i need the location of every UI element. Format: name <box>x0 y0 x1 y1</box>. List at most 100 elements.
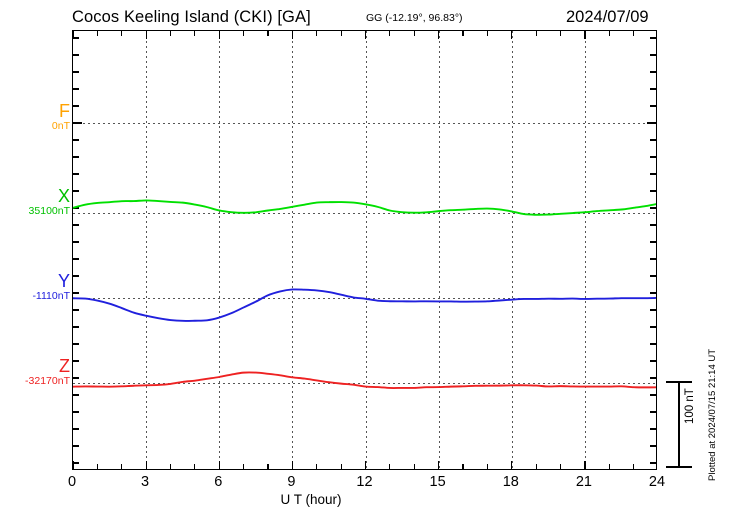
series-glyph-Z: Z <box>59 356 70 376</box>
xaxis-tick <box>96 31 98 36</box>
yaxis-tick <box>650 71 656 73</box>
xaxis-tick <box>145 31 147 39</box>
xaxis-tick <box>121 464 123 469</box>
vertical-gridline <box>292 31 294 469</box>
vertical-gridline <box>365 31 367 469</box>
yaxis-tick <box>73 462 79 464</box>
page-title: Cocos Keeling Island (CKI) [GA] <box>72 8 311 26</box>
xaxis-tick <box>267 464 269 469</box>
series-label-X: X 35100nT <box>28 187 70 217</box>
yaxis-tick <box>73 224 79 226</box>
yaxis-tick <box>647 122 656 124</box>
series-baseline-F: 0nT <box>51 120 70 132</box>
xaxis-tick-label: 15 <box>429 474 446 490</box>
xaxis-tick <box>364 461 367 469</box>
yaxis-tick <box>650 275 656 277</box>
yaxis-tick <box>73 139 79 141</box>
xaxis-tick <box>243 464 245 469</box>
trace-path-Z <box>73 371 656 389</box>
xaxis-tick <box>486 464 488 469</box>
yaxis-tick <box>73 309 79 311</box>
yaxis-tick <box>650 445 656 447</box>
trace-path-Y <box>73 288 656 322</box>
xaxis-tick <box>511 31 513 39</box>
vertical-gridline <box>511 31 513 469</box>
xaxis-tick <box>462 31 464 36</box>
xaxis-tick <box>389 464 391 469</box>
xaxis-tick <box>267 31 269 36</box>
observation-date: 2024/07/09 <box>566 8 649 26</box>
xaxis-tick-label: 24 <box>648 474 666 490</box>
yaxis-tick <box>650 190 656 192</box>
yaxis-tick <box>73 207 79 209</box>
xaxis-tick <box>73 31 74 39</box>
xaxis-tick <box>559 464 562 469</box>
xaxis-tick <box>438 461 440 469</box>
xaxis-tick <box>535 464 537 469</box>
xaxis-tick <box>340 31 342 36</box>
baseline-gridline-Z <box>73 383 656 384</box>
xaxis-tick-label: 9 <box>287 474 296 490</box>
yaxis-tick <box>650 377 656 379</box>
plotted-at-timestamp: Plotted at 2024/07/15 21:14 UT <box>707 348 718 481</box>
geographic-coordinates: GG (-12.19°, 96.83°) <box>366 12 463 24</box>
yaxis-tick <box>73 173 79 175</box>
series-glyph-F: F <box>59 101 70 121</box>
xaxis-tick <box>291 461 294 469</box>
yaxis-tick <box>650 428 656 430</box>
xaxis-tick <box>194 464 196 469</box>
yaxis-tick <box>73 360 79 362</box>
trace-Z <box>73 371 656 389</box>
baseline-gridline-F <box>73 123 656 124</box>
yaxis-tick <box>650 156 656 158</box>
xaxis-tick <box>633 464 635 469</box>
yaxis-tick <box>73 54 79 56</box>
yaxis-tick <box>73 258 79 260</box>
xaxis-tick <box>194 31 196 36</box>
yaxis-tick <box>650 224 656 226</box>
yaxis-tick <box>73 190 79 192</box>
xaxis-tick <box>413 464 415 469</box>
xaxis-tick-label: 6 <box>214 474 223 490</box>
yaxis-tick <box>650 54 656 56</box>
series-label-Z: Z -32170nT <box>25 356 70 387</box>
scale-bar-bottom-cap <box>666 466 692 468</box>
yaxis-tick <box>650 462 656 464</box>
yaxis-tick <box>650 343 656 345</box>
yaxis-tick <box>73 326 79 328</box>
yaxis-tick <box>73 105 79 107</box>
xaxis-tick-label: 0 <box>67 474 77 490</box>
xaxis-tick <box>340 464 342 469</box>
yaxis-tick <box>73 394 79 396</box>
series-baseline-X: 35100nT <box>28 205 70 217</box>
yaxis-tick <box>650 326 656 328</box>
yaxis-tick <box>73 343 79 345</box>
xaxis-tick <box>462 464 464 469</box>
yaxis-tick <box>73 428 79 430</box>
yaxis-tick <box>73 241 79 243</box>
yaxis-tick <box>73 411 79 413</box>
xaxis-tick <box>316 464 318 469</box>
xaxis-title: U T (hour) <box>280 492 342 507</box>
series-glyph-Y: Y <box>57 271 70 291</box>
xaxis-tick <box>291 31 294 39</box>
xaxis-tick-label: 3 <box>141 474 150 490</box>
yaxis-tick <box>73 71 79 73</box>
series-label-Y: Y -1110nT <box>32 271 70 302</box>
xaxis-tick <box>584 461 586 469</box>
yaxis-tick <box>73 292 79 294</box>
trace-path-X <box>73 199 656 216</box>
baseline-gridline-X <box>73 213 656 214</box>
xaxis-tick <box>535 31 537 36</box>
series-baseline-Z: -32170nT <box>25 375 70 387</box>
plot-inner <box>73 31 656 469</box>
yaxis-tick <box>73 377 79 379</box>
xaxis-tick <box>559 31 562 36</box>
yaxis-tick <box>650 309 656 311</box>
yaxis-tick <box>650 88 656 90</box>
xaxis-tick <box>389 31 391 36</box>
xaxis-tick <box>364 31 367 39</box>
vertical-gridline <box>584 31 586 469</box>
scale-bar-top-cap <box>666 381 692 383</box>
xaxis-tick <box>511 461 513 469</box>
